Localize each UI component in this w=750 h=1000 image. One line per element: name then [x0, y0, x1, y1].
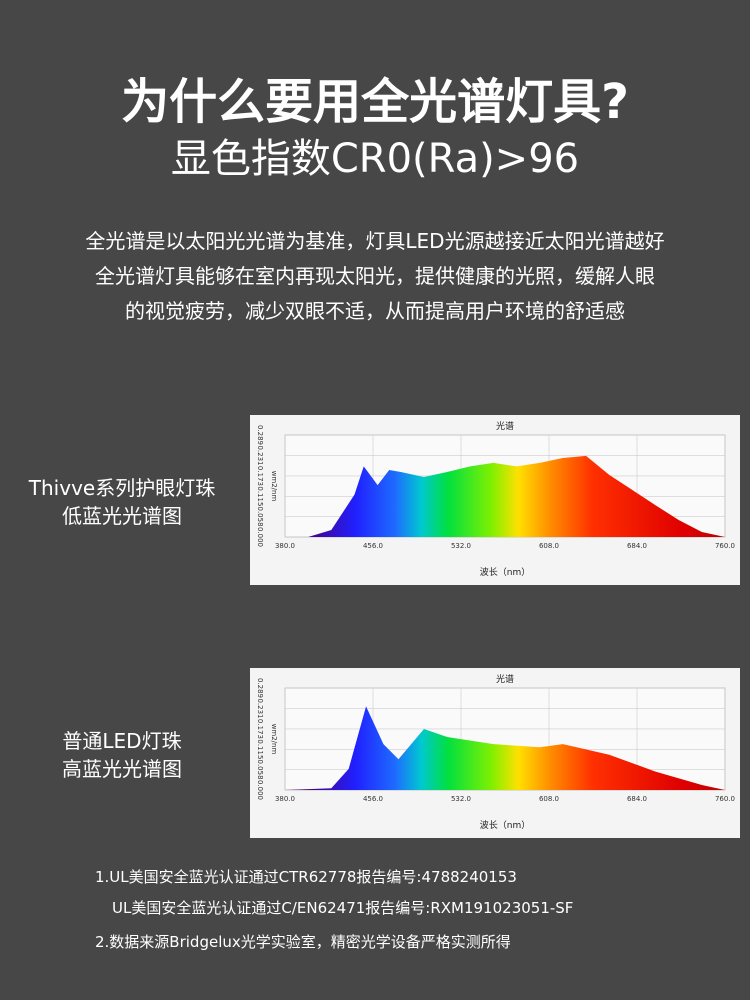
y-axis-label: wm2/nm — [270, 471, 278, 502]
x-tick-label: 684.0 — [627, 542, 647, 550]
y-tick-label: 0.231 — [256, 698, 264, 718]
x-tick-label: 532.0 — [451, 542, 471, 550]
note: UL美国安全蓝光认证通过C/EN62471报告编号:RXM191023051-S… — [112, 899, 573, 917]
y-tick-label: 0.000 — [256, 527, 264, 547]
spectrum-area — [285, 455, 725, 537]
title: 为什么要用全光谱灯具? — [121, 74, 629, 130]
chart-caption: 高蓝光光谱图 — [62, 757, 182, 781]
intro-line: 全光谱灯具能够在室内再现太阳光，提供健康的光照，缓解人眼 — [95, 264, 655, 288]
chart-title: 光谱 — [496, 420, 514, 432]
y-tick-label: 0.289 — [256, 678, 264, 698]
x-tick-label: 456.0 — [363, 795, 383, 803]
x-tick-label: 380.0 — [275, 795, 295, 803]
chart-caption: 普通LED灯珠 — [62, 729, 181, 753]
intro-line: 全光谱是以太阳光光谱为基准，灯具LED光源越接近太阳光谱越好 — [85, 229, 664, 253]
x-axis-label: 波长（nm） — [480, 566, 530, 578]
x-tick-label: 456.0 — [363, 542, 383, 550]
chart-caption: 低蓝光光谱图 — [62, 504, 182, 528]
x-tick-label: 380.0 — [275, 542, 295, 550]
y-tick-label: 0.115 — [256, 486, 264, 506]
y-tick-label: 0.231 — [256, 445, 264, 465]
y-tick-label: 0.173 — [256, 466, 264, 486]
y-axis-label: wm2/nm — [270, 724, 278, 755]
y-tick-label: 0.289 — [256, 425, 264, 445]
y-tick-label: 0.000 — [256, 780, 264, 800]
x-tick-label: 608.0 — [539, 795, 559, 803]
charts: Thivve系列护眼灯珠低蓝光光谱图光谱0.0000.0580.1150.173… — [28, 415, 740, 838]
subtitle: 显色指数CR0(Ra)>96 — [171, 136, 579, 182]
y-tick-label: 0.058 — [256, 507, 264, 527]
x-tick-label: 684.0 — [627, 795, 647, 803]
intro: 全光谱是以太阳光光谱为基准，灯具LED光源越接近太阳光谱越好全光谱灯具能够在室内… — [85, 229, 664, 323]
y-tick-label: 0.058 — [256, 760, 264, 780]
intro-line: 的视觉疲劳，减少双眼不适，从而提高用户环境的舒适感 — [125, 299, 625, 323]
note: 2.数据来源Bridgelux光学实验室，精密光学设备严格实测所得 — [95, 933, 511, 951]
spectrum-area — [285, 706, 725, 790]
x-axis-label: 波长（nm） — [480, 819, 530, 831]
y-tick-label: 0.173 — [256, 719, 264, 739]
x-tick-label: 532.0 — [451, 795, 471, 803]
x-tick-label: 608.0 — [539, 542, 559, 550]
chart-caption: Thivve系列护眼灯珠 — [28, 476, 215, 500]
note: 1.UL美国安全蓝光认证通过CTR62778报告编号:4788240153 — [95, 868, 517, 886]
x-tick-label: 760.0 — [715, 795, 735, 803]
x-tick-label: 760.0 — [715, 542, 735, 550]
y-tick-label: 0.115 — [256, 739, 264, 759]
chart-title: 光谱 — [496, 673, 514, 685]
notes: 1.UL美国安全蓝光认证通过CTR62778报告编号:4788240153 UL美… — [95, 868, 573, 951]
